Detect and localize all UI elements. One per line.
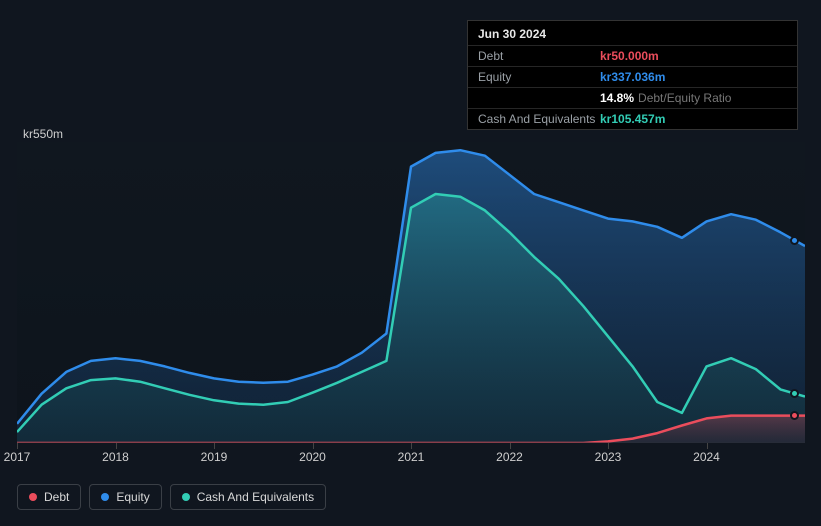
x-axis-label: 2019: [201, 450, 228, 464]
series-marker: [790, 389, 799, 398]
tooltip-row-label: [478, 91, 600, 105]
tooltip-row-value: kr337.036m: [600, 70, 665, 84]
x-axis-label: 2020: [299, 450, 326, 464]
area-chart-svg: [17, 142, 805, 443]
tooltip-row: Cash And Equivalentskr105.457m: [468, 108, 797, 129]
x-axis-tick: [411, 443, 412, 449]
legend-dot-icon: [29, 493, 37, 501]
y-axis-label: kr550m: [23, 127, 63, 141]
legend-item-equity[interactable]: Equity: [89, 484, 161, 510]
series-marker: [790, 236, 799, 245]
x-axis-tick: [214, 443, 215, 449]
tooltip-row-suffix: Debt/Equity Ratio: [638, 91, 731, 105]
tooltip-row-value: kr50.000m: [600, 49, 659, 63]
x-axis-tick: [608, 443, 609, 449]
legend-item-debt[interactable]: Debt: [17, 484, 81, 510]
tooltip-row-label: Debt: [478, 49, 600, 63]
legend-label: Cash And Equivalents: [197, 490, 314, 504]
x-axis-label: 2024: [693, 450, 720, 464]
x-axis-tick: [707, 443, 708, 449]
legend-item-cash-and-equivalents[interactable]: Cash And Equivalents: [170, 484, 326, 510]
tooltip-row-value: kr105.457m: [600, 112, 665, 126]
x-axis-tick: [116, 443, 117, 449]
tooltip-row: 14.8% Debt/Equity Ratio: [468, 87, 797, 108]
legend-label: Equity: [116, 490, 149, 504]
x-axis-label: 2023: [595, 450, 622, 464]
legend-label: Debt: [44, 490, 69, 504]
tooltip-row-label: Equity: [478, 70, 600, 84]
tooltip-row-label: Cash And Equivalents: [478, 112, 600, 126]
series-marker: [790, 411, 799, 420]
x-axis-label: 2017: [4, 450, 31, 464]
x-axis-label: 2018: [102, 450, 129, 464]
chart-legend: Debt Equity Cash And Equivalents: [17, 484, 326, 510]
tooltip-date: Jun 30 2024: [468, 21, 797, 45]
chart-tooltip: Jun 30 2024 Debtkr50.000mEquitykr337.036…: [467, 20, 798, 130]
chart-plot-area: [17, 142, 805, 443]
x-axis-tick: [510, 443, 511, 449]
x-axis-tick: [17, 443, 18, 449]
legend-dot-icon: [182, 493, 190, 501]
tooltip-row: Equitykr337.036m: [468, 66, 797, 87]
x-axis-label: 2021: [398, 450, 425, 464]
x-axis-label: 2022: [496, 450, 523, 464]
legend-dot-icon: [101, 493, 109, 501]
tooltip-row: Debtkr50.000m: [468, 45, 797, 66]
x-axis-tick: [313, 443, 314, 449]
tooltip-row-value: 14.8%: [600, 91, 634, 105]
